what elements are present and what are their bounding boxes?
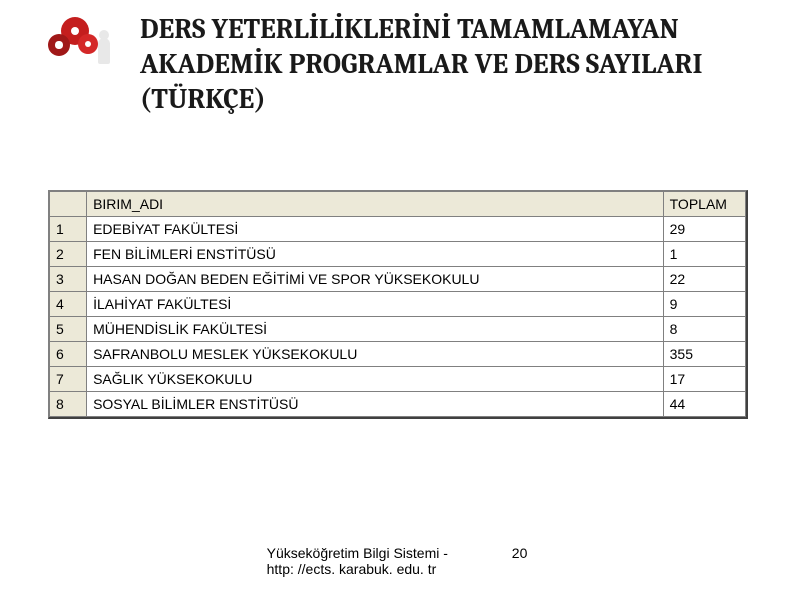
- col-header-name: BIRIM_ADI: [87, 192, 664, 217]
- row-name: SOSYAL BİLİMLER ENSTİTÜSÜ: [87, 392, 664, 417]
- row-total: 29: [663, 217, 745, 242]
- row-index: 4: [50, 292, 87, 317]
- row-name: MÜHENDİSLİK FAKÜLTESİ: [87, 317, 664, 342]
- row-index: 2: [50, 242, 87, 267]
- col-header-total: TOPLAM: [663, 192, 745, 217]
- table-row: 1EDEBİYAT FAKÜLTESİ29: [50, 217, 746, 242]
- page-number: 20: [512, 545, 528, 561]
- row-name: EDEBİYAT FAKÜLTESİ: [87, 217, 664, 242]
- row-total: 1: [663, 242, 745, 267]
- table-row: 3HASAN DOĞAN BEDEN EĞİTİMİ VE SPOR YÜKSE…: [50, 267, 746, 292]
- row-index: 7: [50, 367, 87, 392]
- table-row: 2FEN BİLİMLERİ ENSTİTÜSÜ1: [50, 242, 746, 267]
- table-row: 8SOSYAL BİLİMLER ENSTİTÜSÜ44: [50, 392, 746, 417]
- row-name: İLAHİYAT FAKÜLTESİ: [87, 292, 664, 317]
- data-table: BIRIM_ADI TOPLAM 1EDEBİYAT FAKÜLTESİ292F…: [49, 191, 746, 417]
- row-index: 6: [50, 342, 87, 367]
- row-index: 8: [50, 392, 87, 417]
- table-row: 7SAĞLIK YÜKSEKOKULU17: [50, 367, 746, 392]
- row-total: 355: [663, 342, 745, 367]
- row-total: 44: [663, 392, 745, 417]
- table-row: 6SAFRANBOLU MESLEK YÜKSEKOKULU355: [50, 342, 746, 367]
- table-row: 5MÜHENDİSLİK FAKÜLTESİ8: [50, 317, 746, 342]
- row-name: SAFRANBOLU MESLEK YÜKSEKOKULU: [87, 342, 664, 367]
- footer-line1: Yükseköğretim Bilgi Sistemi -: [267, 545, 448, 561]
- table-header-row: BIRIM_ADI TOPLAM: [50, 192, 746, 217]
- row-total: 17: [663, 367, 745, 392]
- col-header-index: [50, 192, 87, 217]
- footer-line2: http: //ects. karabuk. edu. tr: [267, 561, 437, 577]
- page-title: DERS YETERLİLİKLERİNİ TAMAMLAMAYAN AKADE…: [140, 12, 720, 117]
- row-name: HASAN DOĞAN BEDEN EĞİTİMİ VE SPOR YÜKSEK…: [87, 267, 664, 292]
- row-total: 9: [663, 292, 745, 317]
- footer: Yükseköğretim Bilgi Sistemi - http: //ec…: [0, 545, 794, 577]
- row-total: 22: [663, 267, 745, 292]
- row-index: 3: [50, 267, 87, 292]
- gears-icon: [50, 18, 120, 68]
- row-total: 8: [663, 317, 745, 342]
- row-index: 1: [50, 217, 87, 242]
- row-index: 5: [50, 317, 87, 342]
- data-table-container: BIRIM_ADI TOPLAM 1EDEBİYAT FAKÜLTESİ292F…: [48, 190, 748, 419]
- row-name: FEN BİLİMLERİ ENSTİTÜSÜ: [87, 242, 664, 267]
- table-row: 4İLAHİYAT FAKÜLTESİ9: [50, 292, 746, 317]
- row-name: SAĞLIK YÜKSEKOKULU: [87, 367, 664, 392]
